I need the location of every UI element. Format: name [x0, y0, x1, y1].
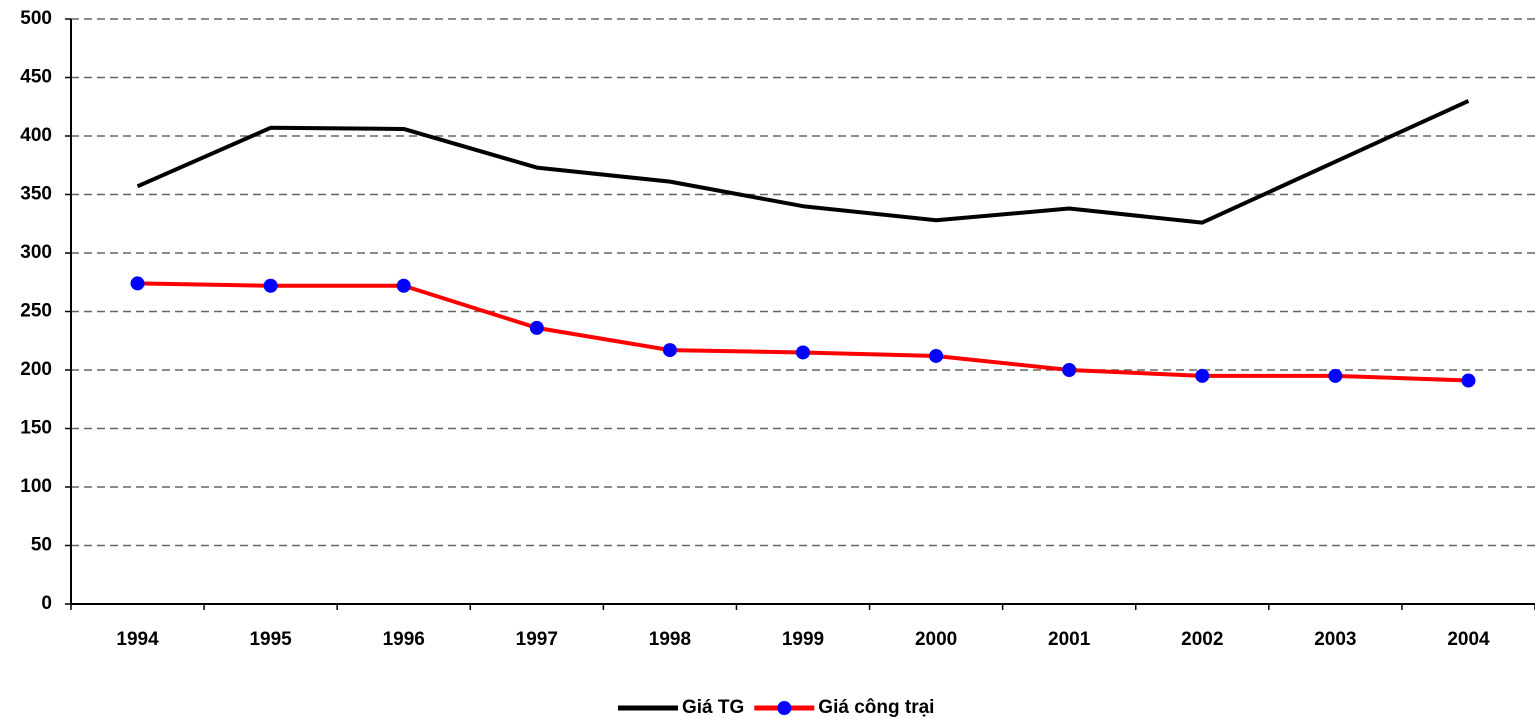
series-line: [137, 281, 1469, 383]
y-tick-label: 350: [20, 184, 52, 205]
legend-label: Giá TG: [682, 697, 744, 718]
y-tick-label: 450: [20, 67, 52, 88]
series-marker: [662, 343, 677, 358]
x-tick-label: 2004: [1447, 629, 1490, 650]
series-marker: [1195, 368, 1210, 383]
series-line: [136, 99, 1470, 225]
x-tick-label: 1996: [383, 629, 425, 650]
x-tick-label: 1998: [649, 629, 691, 650]
series-marker: [396, 278, 411, 293]
series-marker: [1062, 363, 1077, 377]
series-marker: [929, 348, 944, 363]
x-tick-label: 1997: [516, 629, 558, 650]
series-marker: [1328, 368, 1343, 383]
y-tick-label: 50: [31, 535, 52, 556]
series-marker: [796, 345, 810, 360]
series-marker: [263, 278, 278, 293]
y-tick-label: 250: [20, 301, 52, 322]
x-tick-label: 2002: [1181, 629, 1223, 650]
x-tick-label: 2003: [1314, 629, 1356, 650]
x-tick-label: 1995: [249, 629, 292, 650]
y-tick-label: 500: [20, 8, 52, 29]
y-tick-label: 0: [41, 593, 52, 614]
x-tick-label: 1994: [116, 629, 159, 650]
y-tick-label: 100: [20, 476, 52, 497]
series-marker: [130, 276, 145, 291]
x-tick-label: 2001: [1048, 629, 1091, 650]
series-marker: [1461, 373, 1476, 388]
y-tick-label: 400: [20, 125, 52, 146]
y-tick-label: 300: [20, 242, 52, 263]
legend-marker: [777, 701, 792, 715]
y-tick-label: 200: [20, 359, 52, 380]
y-tick-label: 150: [20, 418, 52, 439]
series-marker: [529, 320, 544, 335]
legend-label: Giá công trại: [818, 697, 934, 718]
x-tick-label: 2000: [915, 629, 957, 650]
x-tick-label: 1999: [782, 629, 824, 650]
